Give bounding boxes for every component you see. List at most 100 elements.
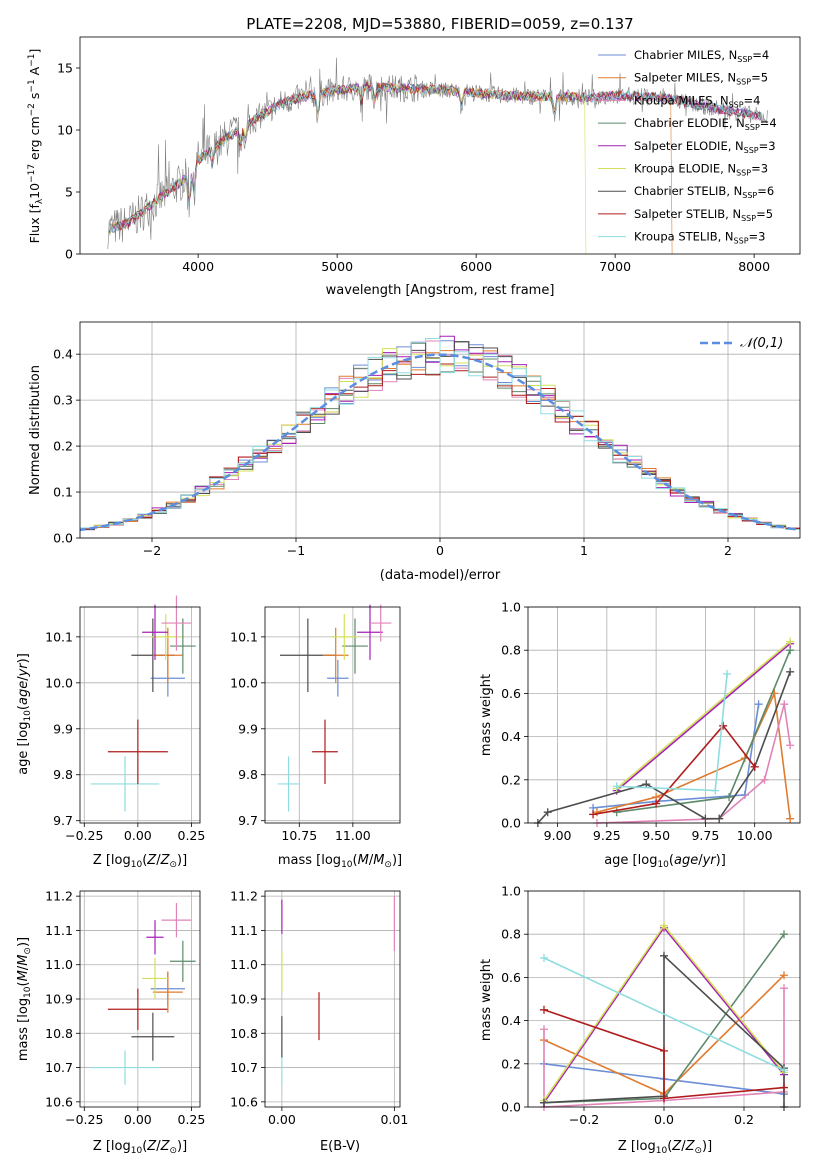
mass-weight-marker [719, 721, 728, 730]
x-tick-label: −2 [143, 543, 161, 558]
y-tick-label: 0.6 [501, 686, 521, 701]
y-tick-label: 9.7 [238, 813, 258, 828]
legend-label: Kroupa MILES, NSSP=4 [634, 93, 760, 109]
y-tick-label: 10.9 [45, 992, 73, 1007]
legend-label: Kroupa STELIB, NSSP=3 [634, 230, 765, 246]
mass-weight-marker [780, 930, 788, 939]
mw-z-xlabel: Z [log10(Z/Z⊙)] [618, 1139, 712, 1156]
x-tick-label: 9.75 [691, 828, 719, 843]
x-tick-label: 5000 [321, 259, 353, 274]
mw-age-xlabel: age [log10(age/yr)] [604, 853, 726, 870]
mass-ylabel: mass [log10(M/M⊙)] [16, 937, 33, 1061]
histogram-xlabel: (data-model)/error [380, 568, 501, 583]
y-tick-label: 0.8 [501, 927, 521, 942]
age-mass-xlabel: mass [log10(M/M⊙)] [278, 853, 402, 870]
y-tick-label: 9.9 [53, 721, 73, 736]
y-tick-label: 0.2 [501, 772, 521, 787]
legend-label: Chabrier ELODIE, NSSP=4 [634, 116, 777, 132]
y-tick-label: 9.8 [53, 767, 73, 782]
mass-weight-marker [725, 793, 734, 802]
age-vs-mass-panel: 10.75 11.00 9.7 9.8 9.9 10.0 10.1 [230, 604, 401, 843]
y-tick-label: 10.8 [230, 1026, 258, 1041]
mass-weight-marker [540, 953, 548, 962]
plot-area [90, 595, 196, 812]
y-tick-label: 0.2 [501, 1056, 521, 1071]
mass-weight-marker [540, 1025, 548, 1034]
mass-weight-marker [660, 921, 668, 930]
spectrum-panel: 4000 5000 6000 7000 8000 0 5 10 15 Chabrier MILES… [57, 36, 801, 274]
y-tick-label: 0.2 [53, 439, 73, 454]
x-tick-label: 0.01 [380, 1112, 408, 1127]
y-tick-label: 0.0 [501, 1100, 521, 1115]
mass-weight-line [616, 640, 791, 790]
y-tick-label: 9.8 [238, 767, 258, 782]
mass-weight-marker [711, 786, 720, 795]
mass-weight-marker [612, 782, 621, 791]
mass-weight-marker [780, 984, 788, 993]
y-tick-label: 5 [65, 185, 73, 200]
mass-weight-marker [754, 700, 763, 709]
y-tick-label: 11.0 [230, 957, 258, 972]
y-tick-label: 1.0 [501, 600, 521, 615]
y-tick-label: 0.1 [53, 485, 73, 500]
x-tick-label: 9.50 [642, 828, 670, 843]
mass-weight-marker [780, 1083, 788, 1092]
axes-frame [79, 36, 801, 255]
y-tick-label: 10.0 [45, 675, 73, 690]
mass-weight-marker [660, 951, 668, 960]
legend-label: Chabrier STELIB, NSSP=6 [634, 184, 774, 200]
x-tick-label: 2 [724, 543, 732, 558]
y-tick-label: 9.9 [238, 721, 258, 736]
x-tick-label: −0.25 [65, 828, 103, 843]
mass-weight-line [596, 690, 791, 819]
mass-weight-marker [780, 700, 789, 709]
x-tick-label: 0 [436, 543, 444, 558]
mass-weight-marker [786, 814, 795, 823]
x-tick-label: 0.25 [178, 1112, 206, 1127]
histogram-ylabel: Normed distribution [28, 365, 43, 495]
spectrum-xlabel: wavelength [Angstrom, rest frame] [326, 283, 555, 298]
mass-weight-marker [780, 971, 788, 980]
mass-vs-extinction-panel: 0.00 0.01 10.6 10.7 10.8 10.9 11.0 11.1 11.2 [230, 889, 408, 1127]
model-spectrum-line [108, 82, 673, 254]
mass-weight-marker [660, 1046, 668, 1055]
mw-age-ylabel: mass weight [479, 674, 494, 756]
y-tick-label: 0.8 [501, 643, 521, 658]
model-spectrum-line [109, 81, 762, 233]
y-tick-label: 0.4 [501, 1013, 521, 1028]
plot-area [107, 57, 769, 254]
axes-frame [79, 606, 201, 824]
y-tick-label: 10.9 [230, 992, 258, 1007]
x-tick-label: 0.00 [268, 1112, 296, 1127]
x-tick-label: 0.00 [124, 828, 152, 843]
mass-weight-marker [589, 810, 598, 819]
y-tick-label: 0.3 [53, 393, 73, 408]
spectrum-legend: Chabrier MILES, NSSP=4 Salpeter MILES, NS… [598, 48, 777, 246]
x-tick-label: 0.2 [734, 1112, 754, 1127]
mw-z-ylabel: mass weight [479, 959, 494, 1041]
plot-area [277, 604, 392, 812]
mass-weight-marker [715, 814, 724, 823]
plot-area [90, 903, 196, 1085]
mass-weight-line [616, 643, 791, 792]
mass-vs-metallicity-panel: −0.25 0.00 0.25 10.6 10.7 10.8 10.9 11.0 11.1 11.… [45, 889, 205, 1127]
x-tick-label: 9.25 [593, 828, 621, 843]
plot-area [281, 896, 395, 1085]
legend-label: Chabrier MILES, NSSP=4 [634, 48, 769, 64]
y-tick-label: 10.6 [230, 1094, 258, 1109]
mass-weight-marker [780, 1066, 788, 1075]
mass-weight-marker [543, 808, 552, 817]
x-tick-label: 10.75 [281, 828, 317, 843]
y-tick-label: 10.0 [230, 675, 258, 690]
mass-weight-marker [540, 1098, 548, 1107]
x-tick-label: 8000 [738, 259, 770, 274]
y-tick-label: 0.4 [53, 347, 73, 362]
axes-frame [527, 606, 801, 824]
figure-title: PLATE=2208, MJD=53880, FIBERID=0059, z=0… [246, 15, 633, 33]
normal-reference-curve [80, 353, 800, 532]
age-vs-metallicity-panel: −0.25 0.00 0.25 9.7 9.8 9.9 10.0 10.1 [45, 595, 205, 843]
x-tick-label: 0.0 [654, 1112, 674, 1127]
mass-weight-line [592, 724, 756, 816]
mass-weight-vs-metallicity-panel: −0.2 0.0 0.2 0.0 0.2 0.4 0.6 0.8 1.0 [501, 884, 801, 1127]
legend-label: 𝒩(0,1) [740, 336, 783, 351]
